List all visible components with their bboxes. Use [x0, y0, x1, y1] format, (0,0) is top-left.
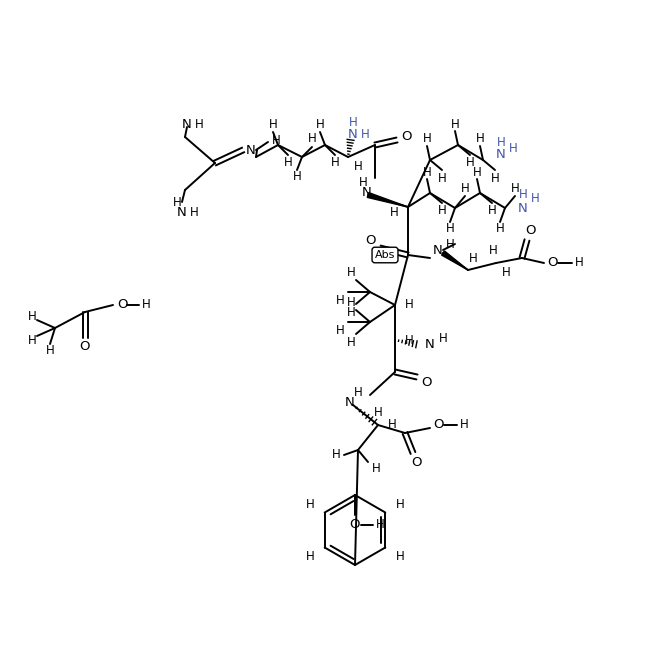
- Text: H: H: [396, 550, 404, 562]
- Text: H: H: [269, 118, 277, 131]
- Text: H: H: [316, 118, 325, 131]
- Text: O: O: [412, 456, 422, 470]
- Text: N: N: [362, 187, 372, 200]
- Text: N: N: [496, 148, 506, 161]
- Text: N: N: [425, 338, 435, 351]
- Text: H: H: [360, 129, 369, 142]
- Text: H: H: [46, 343, 55, 357]
- Text: H: H: [396, 498, 404, 511]
- Polygon shape: [367, 193, 408, 207]
- Text: H: H: [438, 204, 446, 217]
- Text: H: H: [346, 306, 355, 319]
- Text: H: H: [501, 266, 510, 279]
- Text: H: H: [331, 157, 339, 170]
- Text: H: H: [423, 133, 432, 146]
- Text: O: O: [525, 225, 535, 238]
- Text: H: H: [306, 550, 315, 562]
- Polygon shape: [442, 251, 468, 270]
- Text: H: H: [346, 336, 355, 349]
- Text: H: H: [346, 266, 355, 278]
- Text: H: H: [461, 182, 469, 195]
- Text: H: H: [388, 419, 396, 432]
- Text: H: H: [293, 170, 301, 183]
- Text: H: H: [531, 191, 539, 204]
- Text: H: H: [308, 133, 317, 146]
- Text: H: H: [495, 223, 504, 236]
- Text: O: O: [364, 234, 375, 246]
- Text: H: H: [336, 293, 344, 306]
- Text: H: H: [439, 332, 448, 345]
- Text: H: H: [497, 136, 505, 148]
- Text: N: N: [246, 144, 256, 157]
- Text: O: O: [402, 129, 412, 142]
- Text: H: H: [284, 157, 293, 170]
- Text: H: H: [446, 238, 454, 251]
- Text: H: H: [190, 206, 198, 219]
- Text: O: O: [350, 518, 360, 532]
- Text: H: H: [575, 257, 583, 270]
- Text: H: H: [519, 189, 527, 202]
- Text: Abs: Abs: [375, 250, 395, 260]
- Text: H: H: [390, 206, 398, 219]
- Text: N: N: [433, 244, 443, 257]
- Text: H: H: [475, 133, 484, 146]
- Text: N: N: [345, 396, 355, 409]
- Text: H: H: [271, 133, 281, 146]
- Text: O: O: [117, 298, 127, 311]
- Text: N: N: [518, 202, 528, 214]
- Text: H: H: [28, 334, 37, 347]
- Text: H: H: [491, 172, 499, 185]
- Text: H: H: [354, 161, 362, 174]
- Text: H: H: [473, 165, 481, 178]
- Text: H: H: [376, 518, 384, 532]
- Text: H: H: [423, 165, 432, 178]
- Text: H: H: [348, 116, 357, 129]
- Text: H: H: [28, 310, 37, 323]
- Text: H: H: [173, 195, 182, 208]
- Text: H: H: [358, 176, 367, 189]
- Text: H: H: [372, 462, 380, 475]
- Text: H: H: [511, 182, 519, 195]
- Text: N: N: [182, 118, 192, 131]
- Text: H: H: [465, 157, 474, 170]
- Text: H: H: [195, 118, 203, 131]
- Text: O: O: [422, 375, 432, 389]
- Text: H: H: [306, 498, 315, 511]
- Text: H: H: [489, 244, 497, 257]
- Text: O: O: [433, 419, 444, 432]
- Text: H: H: [487, 204, 496, 217]
- Text: H: H: [374, 407, 382, 419]
- Text: H: H: [404, 298, 414, 311]
- Text: H: H: [332, 449, 340, 462]
- Text: H: H: [460, 419, 468, 432]
- Text: N: N: [177, 206, 187, 219]
- Text: H: H: [446, 223, 454, 236]
- Text: H: H: [346, 296, 355, 308]
- Text: N: N: [348, 129, 358, 142]
- Text: O: O: [80, 340, 90, 353]
- Text: H: H: [354, 387, 362, 400]
- Text: H: H: [451, 118, 460, 131]
- Text: H: H: [404, 334, 414, 347]
- Text: H: H: [509, 142, 517, 155]
- Text: H: H: [336, 323, 344, 336]
- Text: H: H: [438, 172, 446, 185]
- Text: H: H: [142, 298, 150, 311]
- Text: O: O: [547, 257, 557, 270]
- Text: H: H: [469, 251, 477, 264]
